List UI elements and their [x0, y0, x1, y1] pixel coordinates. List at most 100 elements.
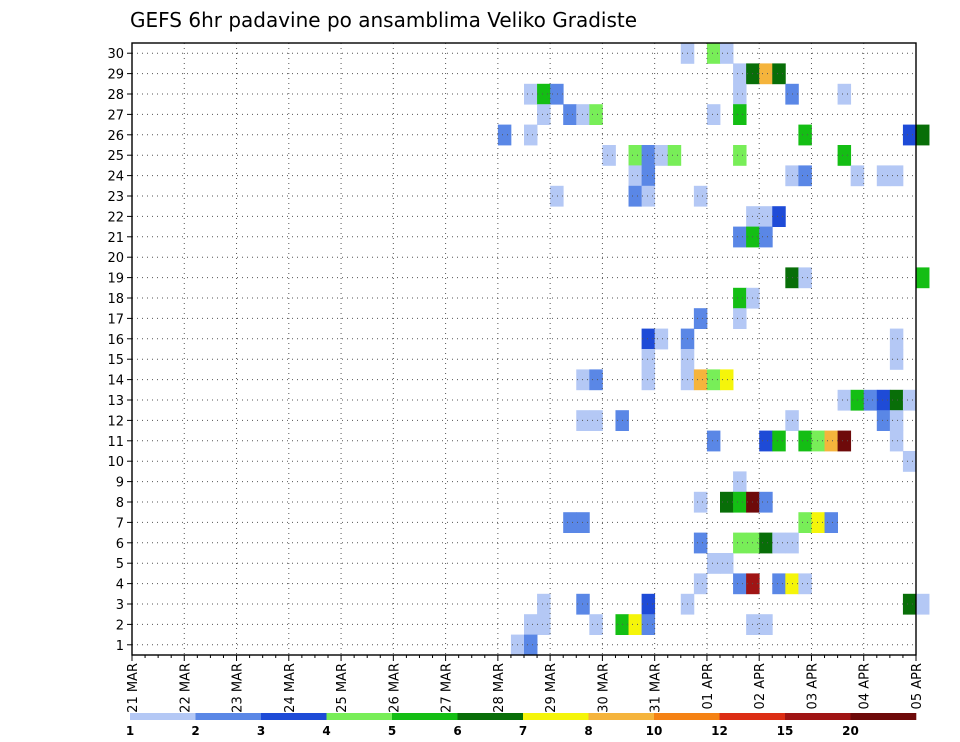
- precip-cell: [628, 165, 642, 187]
- x-tick-label: 04 APR: [858, 663, 873, 709]
- precip-cell: [641, 328, 656, 350]
- precip-cell: [524, 634, 538, 656]
- precip-cell: [733, 287, 747, 309]
- precip-cell: [876, 410, 891, 431]
- y-tick-label: 3: [116, 598, 124, 613]
- precip-cell: [916, 124, 930, 146]
- precip-cell: [641, 614, 656, 635]
- precip-cell: [772, 63, 786, 85]
- precip-cell: [811, 430, 825, 452]
- colorbar: 1 2 3 4 5 6 7 8 10 12 15 20: [126, 713, 917, 738]
- precip-cell: [824, 430, 838, 452]
- precip-cell: [563, 104, 577, 125]
- precip-cell: [720, 369, 734, 391]
- precip-cell: [706, 43, 721, 64]
- colorbar-label: 12: [711, 724, 728, 738]
- precip-cell: [876, 389, 891, 411]
- precip-cell: [916, 593, 930, 615]
- precip-cell: [706, 369, 721, 391]
- precip-cell: [693, 369, 708, 391]
- precip-cell: [589, 614, 603, 635]
- x-tick-label: 25 MAR: [335, 663, 350, 713]
- colorbar-label: 8: [584, 724, 592, 738]
- precip-cell: [733, 532, 747, 554]
- precip-cell: [720, 491, 734, 513]
- precip-cell: [641, 369, 656, 391]
- y-tick-label: 9: [116, 476, 124, 491]
- x-tick-label: 26 MAR: [387, 663, 402, 713]
- precip-cell: [759, 614, 773, 635]
- y-tick-label: 6: [116, 537, 124, 552]
- precip-cell: [733, 471, 747, 493]
- precip-cell: [706, 104, 721, 125]
- precip-cell: [497, 124, 512, 146]
- y-tick-label: 21: [107, 231, 124, 246]
- precip-cell: [628, 614, 642, 635]
- precip-cell: [524, 124, 538, 146]
- colorbar-swatch: [195, 713, 262, 720]
- y-tick-label: 1: [116, 639, 124, 654]
- colorbar-label: 4: [322, 724, 330, 738]
- y-tick-label: 5: [116, 557, 124, 572]
- precip-cell: [654, 328, 669, 350]
- precip-cell: [641, 593, 656, 615]
- y-tick-label: 30: [107, 47, 124, 62]
- gridlines: [132, 43, 916, 655]
- y-tick-label: 16: [107, 333, 124, 348]
- precip-cell: [576, 369, 590, 391]
- colorbar-swatch: [850, 713, 917, 720]
- precip-cell: [759, 63, 773, 85]
- precip-cell: [589, 410, 603, 431]
- colorbar-swatch: [654, 713, 720, 720]
- x-tick-label: 31 MAR: [649, 663, 664, 713]
- precip-cell: [772, 206, 786, 227]
- y-tick-label: 17: [107, 312, 124, 327]
- precip-cell: [563, 512, 577, 533]
- precip-cell: [811, 512, 825, 533]
- colorbar-label: 10: [646, 724, 663, 738]
- precip-cell: [733, 573, 747, 595]
- x-tick-label: 23 MAR: [231, 663, 246, 713]
- y-tick-label: 23: [107, 190, 124, 205]
- colorbar-swatch: [261, 713, 327, 720]
- precip-cell: [589, 369, 603, 391]
- precip-cell: [759, 430, 773, 452]
- precip-cell: [706, 553, 721, 574]
- y-tick-label: 22: [107, 210, 124, 225]
- colorbar-swatch: [719, 713, 786, 720]
- precip-cell: [837, 83, 852, 105]
- y-tick-label: 15: [107, 353, 124, 368]
- precip-cell: [733, 491, 747, 513]
- precip-cell: [889, 328, 904, 350]
- precip-cell: [576, 593, 590, 615]
- precip-cell: [706, 430, 721, 452]
- precip-cell: [733, 308, 747, 329]
- precip-cell: [889, 349, 904, 370]
- x-tick-label: 28 MAR: [492, 663, 507, 713]
- precip-cell: [589, 104, 603, 125]
- precip-cell: [837, 389, 852, 411]
- precip-cell: [537, 614, 551, 635]
- precip-cell: [733, 104, 747, 125]
- colorbar-label: 15: [777, 724, 794, 738]
- precip-cell: [733, 226, 747, 248]
- precip-cell: [550, 83, 564, 105]
- precip-cell: [628, 145, 642, 166]
- colorbar-swatch: [785, 713, 851, 720]
- precip-cell: [576, 512, 590, 533]
- colorbar-label: 6: [453, 724, 461, 738]
- precip-cell: [863, 389, 878, 411]
- precip-cell: [524, 614, 538, 635]
- colorbar-swatch: [326, 713, 393, 720]
- colorbar-swatch: [523, 713, 589, 720]
- precip-cell: [537, 593, 551, 615]
- x-tick-label: 22 MAR: [178, 663, 193, 713]
- precip-cell: [641, 165, 656, 187]
- precip-cell: [537, 104, 551, 125]
- precip-cell: [759, 532, 773, 554]
- x-tick-label: 27 MAR: [440, 663, 455, 713]
- precip-cell: [889, 430, 904, 452]
- precipitation-cells: [497, 43, 930, 656]
- x-tick-label: 29 MAR: [544, 663, 559, 713]
- colorbar-swatch: [588, 713, 655, 720]
